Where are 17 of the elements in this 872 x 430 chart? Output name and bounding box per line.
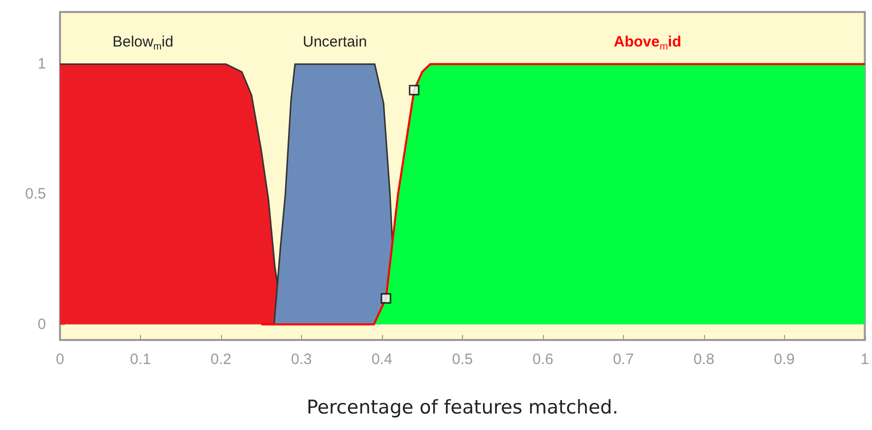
x-tick-label: 0.9 xyxy=(774,351,795,368)
x-axis-title: Percentage of features matched. xyxy=(306,396,618,418)
x-tick-label: 0.7 xyxy=(612,351,634,368)
x-tick-label: 0 xyxy=(56,351,64,368)
series-label: Uncertain xyxy=(302,34,367,51)
x-tick-label: 0.2 xyxy=(210,351,232,368)
x-tick-label: 0.5 xyxy=(452,351,473,368)
y-tick-label: 0 xyxy=(38,316,46,333)
y-tick-label: 0.5 xyxy=(25,186,46,203)
x-tick-label: 0.4 xyxy=(372,351,392,368)
x-tick-label: 0.1 xyxy=(130,351,151,368)
line-series xyxy=(260,63,866,326)
x-tick-label: 0.3 xyxy=(291,351,312,368)
y-tick-label: 1 xyxy=(38,56,46,73)
x-tick-label: 0.6 xyxy=(532,351,554,368)
x-tick-label: 0.8 xyxy=(693,351,714,368)
x-tick-label: 1 xyxy=(860,351,869,368)
